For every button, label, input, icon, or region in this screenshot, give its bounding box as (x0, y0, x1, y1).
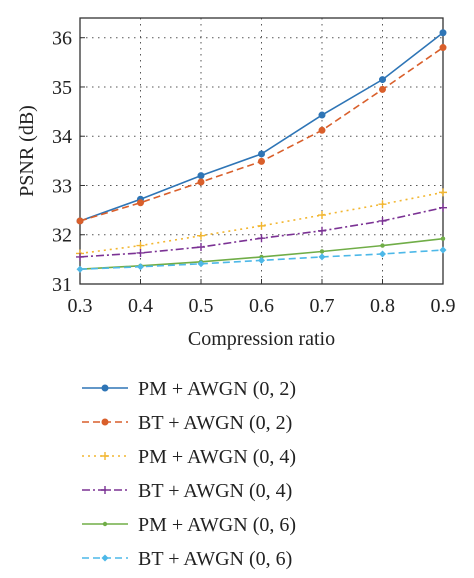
data-point (257, 234, 266, 243)
series-3 (76, 188, 447, 258)
y-tick-label: 34 (52, 126, 72, 148)
y-tick-label: 35 (52, 77, 72, 99)
y-axis-title: PSNR (dB) (16, 105, 38, 197)
legend-item: BT + AWGN (0, 6) (82, 548, 292, 570)
data-point (439, 203, 447, 212)
x-tick-label: 0.7 (310, 295, 335, 317)
data-point (440, 236, 446, 241)
x-tick-label: 0.6 (249, 295, 274, 317)
data-point (76, 217, 84, 225)
data-point (137, 199, 144, 207)
legend-item: BT + AWGN (0, 4) (82, 480, 292, 502)
data-point (197, 260, 205, 268)
legend-label: BT + AWGN (0, 4) (138, 480, 292, 502)
y-tick-label: 36 (52, 28, 72, 50)
data-point (318, 111, 326, 119)
series-line (79, 206, 444, 258)
data-point (379, 85, 386, 93)
data-point (379, 250, 386, 258)
data-point (197, 243, 205, 252)
legend-item: BT + AWGN (0, 2) (82, 412, 292, 434)
legend-label: PM + AWGN (0, 4) (138, 446, 296, 468)
axis-ticks: 0.3 0.4 0.5 0.6 0.7 0.8 0.9 31 32 33 34 35 36 (52, 28, 456, 317)
legend-item: PM + AWGN (0, 4) (82, 446, 296, 468)
data-point (197, 231, 205, 240)
data-point (318, 226, 326, 235)
series-line (79, 46, 444, 222)
series-2 (76, 44, 447, 225)
y-tick-label: 32 (52, 225, 72, 247)
data-point (257, 221, 266, 230)
legend-marker (101, 554, 109, 562)
y-tick-label: 33 (52, 175, 72, 197)
data-point (319, 249, 325, 254)
data-point (379, 76, 386, 84)
legend-label: PM + AWGN (0, 2) (138, 378, 296, 400)
data-point (136, 241, 145, 250)
x-tick-label: 0.5 (189, 295, 214, 317)
legend-item: PM + AWGN (0, 2) (82, 378, 296, 400)
data-point (378, 216, 387, 225)
data-point (439, 29, 447, 37)
data-point (318, 211, 326, 220)
x-tick-label: 0.4 (128, 295, 153, 317)
legend-label: PM + AWGN (0, 6) (138, 514, 296, 536)
series-lines (76, 29, 447, 273)
series-6 (76, 246, 447, 273)
legend-marker (102, 521, 108, 527)
legend: PM + AWGN (0, 2) BT + AWGN (0, 2) PM + AWG… (82, 378, 296, 570)
data-point (439, 188, 447, 197)
x-tick-label: 0.3 (68, 295, 93, 317)
series-4 (76, 203, 447, 261)
data-point (380, 243, 385, 248)
data-point (258, 150, 265, 158)
data-point (378, 200, 387, 209)
y-tick-label: 31 (52, 274, 72, 296)
x-axis-title: Compression ratio (188, 328, 335, 350)
legend-item: PM + AWGN (0, 6) (82, 514, 296, 536)
x-tick-label: 0.9 (431, 295, 456, 317)
data-point (197, 178, 205, 186)
data-point (76, 265, 84, 273)
data-point (258, 157, 265, 165)
legend-marker (101, 486, 109, 494)
data-point (76, 252, 84, 261)
legend-marker (101, 452, 109, 460)
legend-marker (101, 418, 109, 426)
data-point (136, 248, 145, 257)
data-point (197, 172, 205, 180)
data-point (318, 253, 326, 261)
legend-marker (101, 384, 109, 392)
data-point (258, 256, 265, 264)
data-point (439, 44, 447, 52)
legend-label: BT + AWGN (0, 2) (138, 412, 292, 434)
data-point (318, 126, 326, 134)
data-point (439, 246, 447, 254)
x-tick-label: 0.8 (370, 295, 395, 317)
legend-label: BT + AWGN (0, 6) (138, 548, 292, 570)
data-point (137, 263, 144, 271)
